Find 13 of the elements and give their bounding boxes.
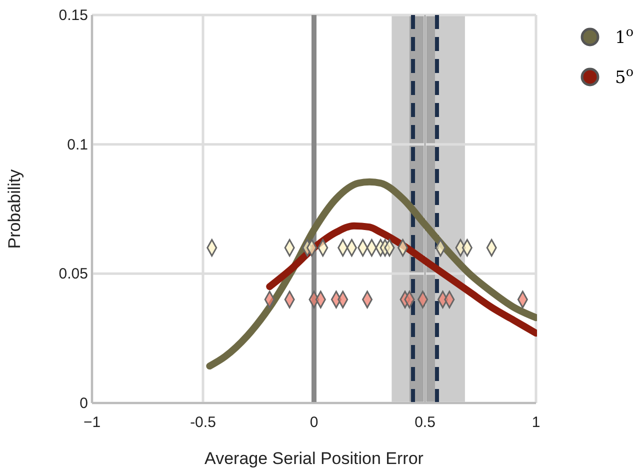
y-tick-label: 0.1 — [67, 136, 88, 154]
x-tick-label: -0.5 — [190, 414, 216, 431]
x-axis-title: Average Serial Position Error — [204, 449, 424, 468]
x-tick-label: 0 — [310, 414, 318, 431]
x-tick-label: −1 — [83, 414, 101, 431]
x-tick-label: 0.5 — [414, 414, 436, 431]
x-tick-label: 1 — [532, 414, 540, 431]
y-tick-label: 0.05 — [58, 266, 88, 283]
legend-label: 5$^{o}$ — [615, 64, 634, 88]
y-axis-title: Probability — [5, 168, 24, 249]
y-tick-label: 0 — [80, 395, 88, 412]
legend-label: 1$^{o}$ — [615, 24, 634, 48]
y-tick-label: 0.15 — [58, 7, 88, 24]
